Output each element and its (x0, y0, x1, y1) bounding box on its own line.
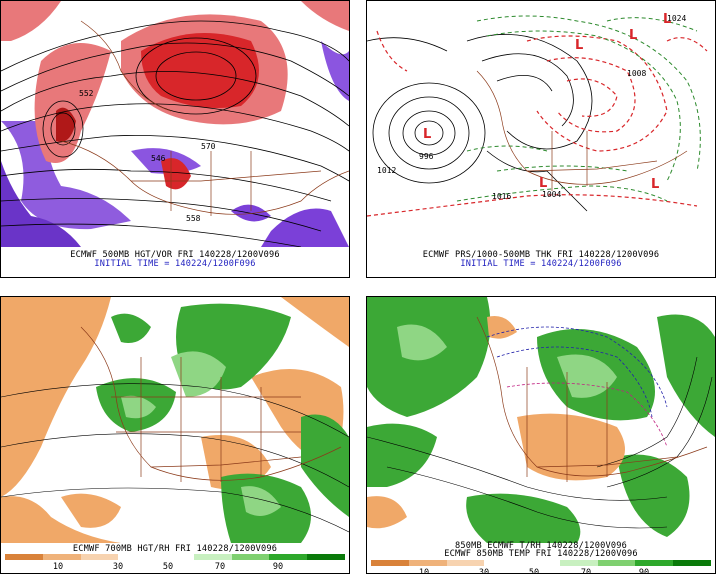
colorbar-label-70: 70 (580, 568, 592, 574)
contour-label-1: 552 (79, 89, 94, 98)
colorbar-label-30: 30 (112, 562, 124, 572)
caption-title: ECMWF 500MB HGT/VOR FRI 140228/1200V096 (70, 250, 280, 260)
caption-initial-time: INITIAL TIME = 140224/1200F096 (94, 259, 256, 269)
panel-850mb-t-rh: 850MB ECMWF T/RH 140228/1200V096 ECMWF 8… (366, 296, 716, 574)
isobar-label-4: 1008 (627, 69, 646, 78)
colorbar-label-50: 50 (528, 568, 540, 574)
colorbar-label-70: 70 (214, 562, 226, 572)
low-center-5: L (539, 176, 547, 191)
panel-500mb-hgt-vor: 552 546 570 558 ECMWF 500MB HGT/VOR FRI … (0, 0, 350, 278)
contour-label-3: 570 (201, 142, 216, 151)
map-500mb-vorticity: 552 546 570 558 (1, 1, 349, 247)
isobar-label-2: 1012 (377, 166, 396, 175)
colorbar-label-10: 10 (418, 568, 430, 574)
map-pressure-thickness: L L L L L L 996 1012 1004 1008 1016 1024 (367, 1, 715, 247)
colorbar-label-90: 90 (272, 562, 284, 572)
low-center-6: L (651, 177, 659, 192)
isobar-label-5: 1016 (492, 192, 511, 201)
colorbar-label-50: 50 (162, 562, 174, 572)
colorbar-label-90: 90 (638, 568, 650, 574)
map-700mb-rh (1, 297, 349, 543)
colorbar-label-30: 30 (478, 568, 490, 574)
isobar-label-1: 996 (419, 152, 434, 161)
low-center-3: L (629, 28, 637, 43)
contour-label-2: 546 (151, 154, 166, 163)
low-center-2: L (575, 38, 583, 53)
panel-700mb-hgt-rh: ECMWF 700MB HGT/RH FRI 140228/1200V096 1… (0, 296, 350, 574)
isobar-label-6: 1024 (667, 14, 686, 23)
rh-colorbar: 10 30 50 70 90 (367, 559, 715, 574)
isobar-label-3: 1004 (542, 190, 561, 199)
rh-colorbar: 10 30 50 70 90 (1, 553, 349, 573)
colorbar-label-10: 10 (52, 562, 64, 572)
low-center-4: L (663, 12, 671, 27)
low-center-1: L (423, 127, 431, 142)
contour-label-4: 558 (186, 214, 201, 223)
caption-title: 850MB ECMWF T/RH 140228/1200V096 (455, 541, 627, 551)
map-850mb-rh (367, 297, 715, 543)
caption-title: ECMWF 700MB HGT/RH FRI 140228/1200V096 (72, 544, 278, 554)
panel-prs-thickness: L L L L L L 996 1012 1004 1008 1016 1024… (366, 0, 716, 278)
caption-subtitle: ECMWF 850MB TEMP FRI 140228/1200V096 (444, 549, 638, 559)
caption-title: ECMWF PRS/1000-500MB THK FRI 140228/1200… (422, 250, 660, 260)
caption-initial-time: INITIAL TIME = 140224/1200F096 (460, 259, 622, 269)
